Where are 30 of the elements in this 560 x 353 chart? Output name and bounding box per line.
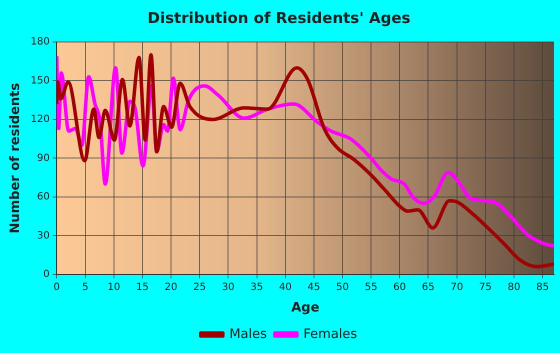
legend-label: Males [229, 326, 268, 342]
x-tick-label: 15 [136, 282, 149, 293]
x-tick-label: 80 [508, 282, 520, 293]
y-tick-label: 30 [36, 230, 50, 242]
x-tick-label: 35 [250, 282, 264, 293]
x-tick-label: 65 [422, 282, 435, 293]
x-tick-label: 40 [278, 282, 292, 293]
x-tick-label: 70 [450, 282, 464, 293]
x-tick-label: 30 [222, 282, 235, 293]
x-tick-label: 55 [364, 282, 378, 293]
y-tick-label: 150 [30, 75, 50, 86]
y-tick-label: 0 [43, 268, 50, 280]
x-tick-label: 0 [54, 282, 60, 293]
x-tick-label: 45 [308, 282, 320, 293]
y-axis-title: Number of residents [8, 82, 24, 234]
y-tick-label: 60 [36, 192, 50, 203]
y-tick-label: 120 [30, 114, 50, 126]
y-tick-label: 90 [36, 152, 50, 164]
x-tick-label: 60 [393, 282, 406, 293]
chart-title: Distribution of Residents' Ages [148, 8, 411, 27]
x-tick-label: 5 [82, 282, 88, 293]
x-tick-label: 25 [193, 282, 206, 293]
legend-label: Females [303, 326, 358, 342]
x-tick-label: 85 [536, 282, 549, 293]
y-tick-label: 180 [30, 36, 50, 48]
x-tick-label: 75 [479, 282, 492, 293]
x-axis-title: Age [291, 300, 320, 316]
x-tick-label: 50 [336, 282, 349, 293]
x-tick-label: 20 [164, 282, 178, 293]
x-tick-label: 10 [107, 282, 120, 293]
